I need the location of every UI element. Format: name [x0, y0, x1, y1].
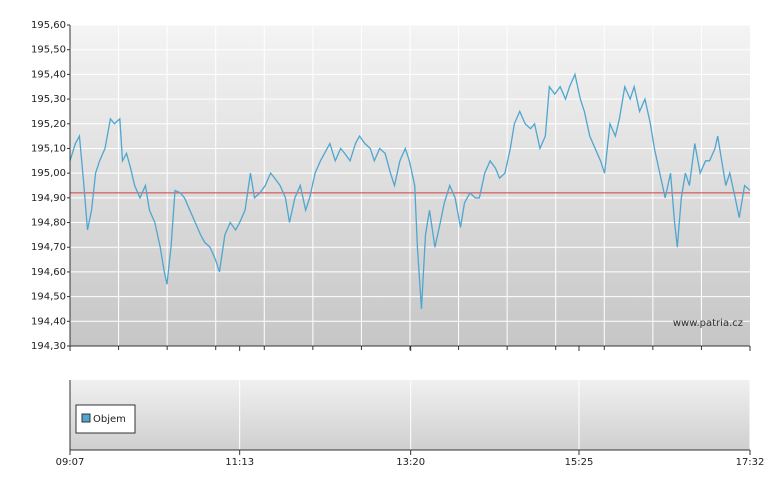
volume-area [70, 380, 750, 450]
y-tick-label: 194,50 [31, 292, 66, 303]
y-tick-label: 194,60 [31, 267, 66, 278]
y-tick-label: 194,70 [31, 242, 66, 253]
y-tick-label: 194,90 [31, 193, 66, 204]
watermark: www.patria.cz [673, 318, 743, 329]
legend-box [75, 404, 136, 434]
legend-label: Objem [93, 414, 126, 425]
x-tick-label: 13:20 [396, 457, 425, 468]
y-tick-label: 195,10 [31, 143, 66, 154]
legend-swatch [81, 413, 91, 423]
y-tick-label: 195,60 [31, 20, 66, 31]
y-tick-label: 194,30 [31, 341, 66, 352]
y-tick-label: 195,50 [31, 45, 66, 56]
x-tick-label: 17:32 [736, 457, 765, 468]
y-tick-label: 195,20 [31, 119, 66, 130]
x-tick-label: 09:07 [56, 457, 85, 468]
y-tick-label: 195,00 [31, 168, 66, 179]
x-tick-label: 15:25 [565, 457, 594, 468]
y-tick-label: 195,40 [31, 69, 66, 80]
x-tick-label: 11:13 [225, 457, 254, 468]
y-tick-label: 195,30 [31, 94, 66, 105]
y-tick-label: 194,80 [31, 218, 66, 229]
price-line [69, 72, 751, 310]
y-tick-label: 194,40 [31, 316, 66, 327]
